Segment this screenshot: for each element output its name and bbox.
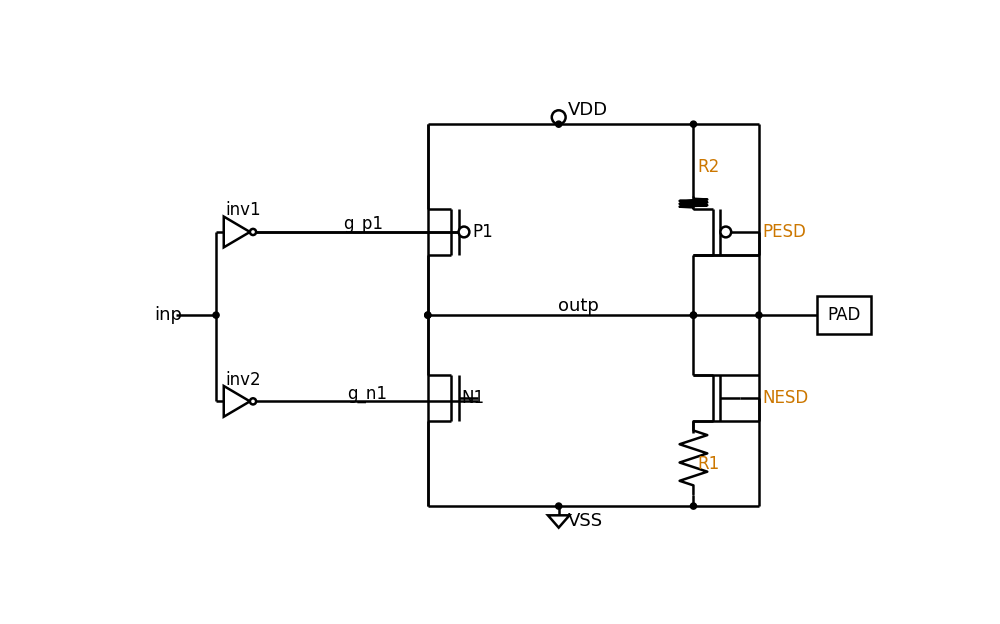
Text: outp: outp: [558, 297, 598, 315]
Circle shape: [690, 312, 697, 318]
Text: inp: inp: [154, 306, 182, 324]
Text: VSS: VSS: [568, 512, 603, 530]
Circle shape: [425, 312, 431, 318]
Text: g_p1: g_p1: [343, 215, 383, 233]
Circle shape: [756, 312, 762, 318]
Circle shape: [250, 398, 256, 404]
Text: inv2: inv2: [225, 371, 261, 389]
Circle shape: [690, 312, 697, 318]
Circle shape: [213, 312, 219, 318]
Text: R2: R2: [697, 157, 720, 175]
Text: inv1: inv1: [225, 202, 261, 220]
Circle shape: [556, 121, 562, 127]
Circle shape: [720, 227, 731, 237]
Circle shape: [250, 229, 256, 235]
Text: PAD: PAD: [827, 306, 860, 324]
Circle shape: [690, 503, 697, 509]
Text: g_n1: g_n1: [347, 384, 387, 402]
Text: R1: R1: [697, 455, 720, 473]
Circle shape: [425, 312, 431, 318]
Circle shape: [556, 503, 562, 509]
Text: N1: N1: [462, 389, 485, 407]
Text: NESD: NESD: [763, 389, 809, 407]
Text: P1: P1: [472, 223, 493, 241]
Circle shape: [690, 121, 697, 127]
Bar: [817, 296, 871, 334]
Text: PESD: PESD: [763, 223, 807, 241]
Text: VDD: VDD: [568, 101, 608, 119]
Circle shape: [459, 227, 469, 237]
Circle shape: [552, 110, 566, 124]
